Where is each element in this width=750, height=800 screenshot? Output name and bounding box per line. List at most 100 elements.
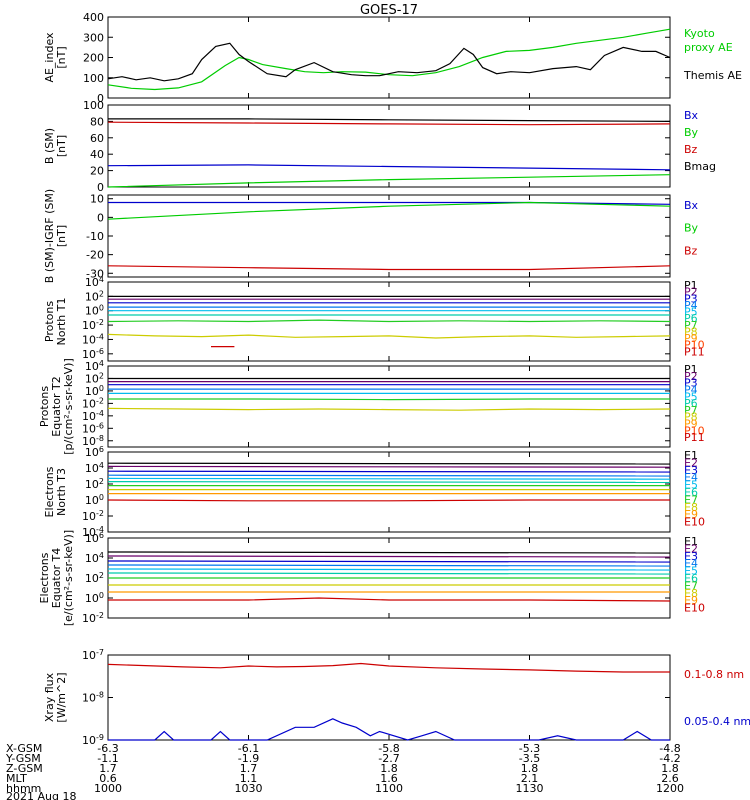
legend-entry: E6 — [684, 572, 698, 585]
ylabel-line: Protons — [38, 386, 51, 427]
legend-entry: E8 — [684, 587, 698, 600]
ytick-label: 104 — [85, 461, 104, 475]
legend-entry: P7 — [684, 319, 698, 332]
legend-entry: P9 — [684, 332, 698, 345]
xaxis-value: 1030 — [235, 782, 263, 795]
ylabel-line: [nT] — [55, 135, 68, 157]
ytick-label: 0 — [97, 92, 104, 105]
ytick-label: 100 — [83, 99, 104, 112]
legend-entry: E3 — [684, 464, 698, 477]
ylabel-line: Protons — [43, 301, 56, 342]
ytick-label: -20 — [86, 249, 104, 262]
legend-entry: P1 — [684, 363, 698, 376]
legend-entry: P1 — [684, 279, 698, 292]
xaxis-value: 1.6 — [380, 772, 398, 785]
ylabel-line: B (SM)-IGRF (SM) — [43, 189, 56, 283]
panel-bigrf: -30 -20 -10 0 10 B (SM)-IGRF (SM) [nT] Bx By Bz — [43, 189, 699, 283]
ytick-label: 10 — [90, 193, 104, 206]
series-line-bigrf-2 — [107, 265, 671, 271]
series-line-bsm-0 — [107, 164, 671, 171]
xaxis-value: 2.6 — [661, 772, 679, 785]
ytick-label: 10-7 — [82, 648, 104, 662]
legend-entry: P5 — [684, 306, 698, 319]
series-line-bigrf-0 — [108, 201, 671, 205]
series-line-xray-1 — [108, 718, 670, 741]
series-line-pet2-6 — [107, 407, 671, 411]
series-line-eet4-4 — [107, 568, 671, 571]
legend-entry: 0.05-0.4 nm — [684, 715, 750, 728]
legend-entry: P6 — [684, 397, 698, 410]
legend-entry: P7 — [684, 404, 698, 417]
legend-entry: E7 — [684, 493, 698, 506]
legend-entry: P3 — [684, 292, 698, 305]
legend-entry: P11 — [684, 431, 705, 444]
ytick-label: 102 — [85, 477, 104, 491]
legend-entry: Themis AE — [683, 69, 742, 82]
series-line-pnt1-7 — [107, 333, 671, 339]
xaxis-row-label: Z-GSM — [6, 762, 43, 775]
ytick-label: 106 — [85, 531, 104, 545]
legend-entry: P3 — [684, 377, 698, 390]
xaxis-value: -1.9 — [238, 752, 259, 765]
legend-entry: By — [684, 222, 699, 235]
legend-entry: Bz — [684, 244, 698, 257]
xaxis-value: 1.7 — [99, 762, 117, 775]
xaxis-value: -5.3 — [519, 742, 540, 755]
legend-entry: Bx — [684, 199, 699, 212]
ytick-label: 60 — [90, 132, 104, 145]
ytick-label: 100 — [85, 304, 104, 318]
ytick-label: 40 — [90, 148, 104, 161]
ytick-label: 10-2 — [82, 509, 104, 523]
series-line-eet4-0 — [107, 551, 671, 554]
legend-entry: E7 — [684, 579, 698, 592]
legend-entry: E2 — [684, 542, 698, 555]
ylabel-line: Xray flux — [43, 672, 56, 722]
xaxis-value: 1.8 — [521, 762, 539, 775]
ylabel-line: North T3 — [55, 468, 68, 516]
legend-entry: P8 — [684, 325, 698, 338]
xaxis-value: 1.8 — [380, 762, 398, 775]
xaxis-value: -3.5 — [519, 752, 540, 765]
chart-title: GOES-17 — [360, 3, 418, 18]
ytick-label: -10 — [86, 230, 104, 243]
ylabel-line: Electrons — [43, 466, 56, 517]
legend-entry: 0.1-0.8 nm — [684, 668, 744, 681]
series-line-ent3-9 — [107, 499, 670, 502]
xaxis-value: 1000 — [94, 782, 122, 795]
legend-entry: E1 — [684, 535, 698, 548]
xaxis-row-label: hhmm — [6, 782, 41, 795]
legend-entry: P8 — [684, 411, 698, 424]
ytick-label: 100 — [83, 72, 104, 85]
ytick-label: 20 — [90, 165, 104, 178]
legend-entry: proxy AE — [684, 41, 733, 54]
series-line-eet4-1 — [107, 555, 671, 558]
legend-entry: E4 — [684, 471, 698, 484]
series-line-bsm-2 — [107, 121, 671, 126]
panel-frame — [107, 654, 671, 741]
panel-bsm: 0 20 40 60 80 100 B (SM) [nT] Bx By Bz Bmag — [43, 99, 716, 194]
ytick-label: 100 — [85, 591, 104, 605]
ytick-label: 0 — [97, 181, 104, 194]
series-line-ent3-3 — [107, 474, 671, 477]
panel-frame — [107, 194, 671, 278]
legend-entry: Bmag — [684, 160, 716, 173]
xaxis-value: 1200 — [656, 782, 684, 795]
series-line-ent3-2 — [107, 470, 671, 473]
legend-entry: Bx — [684, 109, 699, 122]
legend-entry: E1 — [684, 449, 698, 462]
series-line-eet4-3 — [107, 564, 671, 567]
legend-entry: E9 — [684, 594, 698, 607]
panel-frame — [107, 104, 671, 188]
ylabel-line: AE_index — [43, 32, 56, 83]
xaxis-row-label: MLT — [6, 772, 27, 785]
xaxis-value: 1.1 — [240, 772, 258, 785]
panel-frame — [107, 16, 671, 99]
xaxis-value: 1100 — [375, 782, 403, 795]
ytick-label: 10-8 — [82, 691, 104, 705]
legend-entry: P10 — [684, 339, 705, 352]
